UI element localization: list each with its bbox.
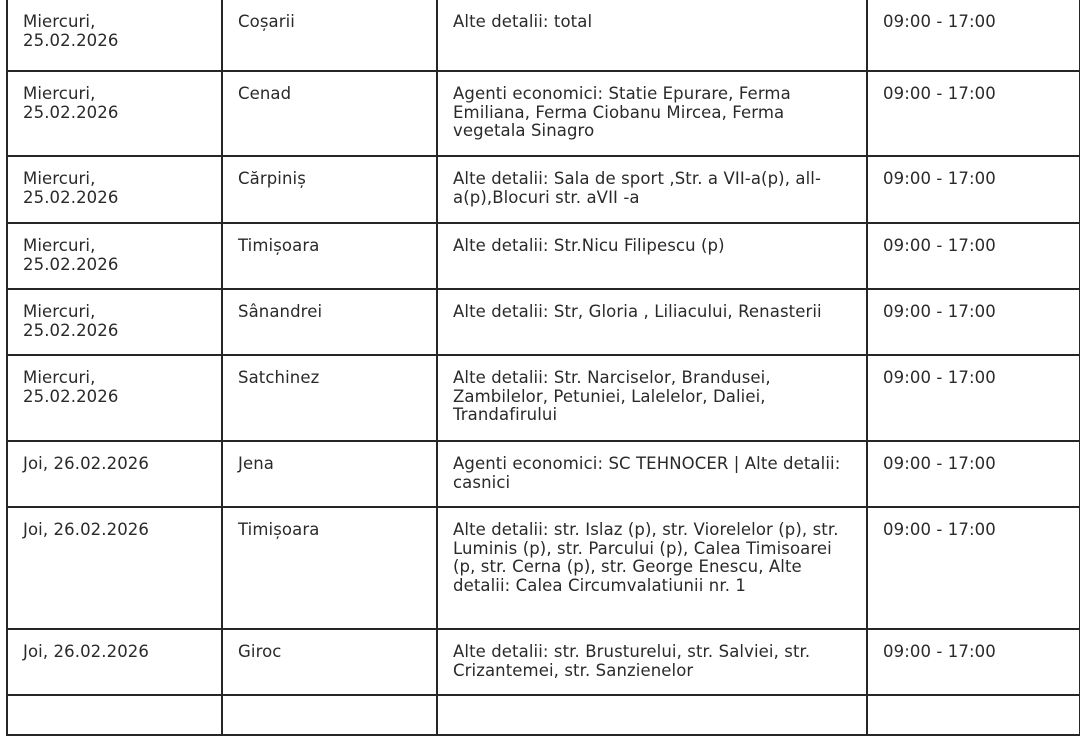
interval-cell: 09:00 - 17:00 (866, 440, 1080, 508)
interval-cell: 09:00 - 17:00 (866, 0, 1080, 72)
outage-schedule-table: Miercuri, 25.02.2026 Coșarii Alte detalii:… (6, 0, 1080, 736)
locality-cell: Jena (221, 440, 438, 508)
details-cell: Alte detalii: Sala de sport ,Str. a VII-… (436, 155, 868, 224)
locality-cell: Giroc (221, 628, 438, 696)
table-row: Joi, 26.02.2026 Timișoara Alte detalii: st… (6, 506, 1080, 630)
interval-cell: 09:00 - 17:00 (866, 155, 1080, 224)
date-cell: Joi, 26.02.2026 (6, 628, 223, 696)
locality-cell: Timișoara (221, 222, 438, 290)
table-row: Miercuri, 25.02.2026 Satchinez Alte detali… (6, 354, 1080, 442)
details-cell: Agenti economici: SC TEHNOCER | Alte det… (436, 440, 868, 508)
details-cell: Agenti economici: Statie Epurare, Ferma … (436, 70, 868, 157)
date-cell: Miercuri, 25.02.2026 (6, 0, 223, 72)
details-cell: Alte detalii: Str.Nicu Filipescu (p) (436, 222, 868, 290)
table-row: Miercuri, 25.02.2026 Coșarii Alte detalii:… (6, 0, 1080, 72)
date-cell: Joi, 26.02.2026 (6, 440, 223, 508)
date-cell: Miercuri, 25.02.2026 (6, 222, 223, 290)
interval-cell: 09:00 - 17:00 (866, 628, 1080, 696)
locality-cell: Coșarii (221, 0, 438, 72)
details-cell: Alte detalii: str. Islaz (p), str. Viore… (436, 506, 868, 630)
table-row: Miercuri, 25.02.2026 Cărpiniș Alte detalii… (6, 155, 1080, 224)
details-cell: Alte detalii: total (436, 0, 868, 72)
date-cell (6, 694, 223, 736)
date-cell: Miercuri, 25.02.2026 (6, 288, 223, 356)
interval-cell: 09:00 - 17:00 (866, 506, 1080, 630)
table-row: Miercuri, 25.02.2026 Cenad Agenti economic… (6, 70, 1080, 157)
date-cell: Joi, 26.02.2026 (6, 506, 223, 630)
interval-cell: 09:00 - 17:00 (866, 222, 1080, 290)
locality-cell: Sânandrei (221, 288, 438, 356)
locality-cell: Cenad (221, 70, 438, 157)
table-row: Joi, 26.02.2026 Giroc Alte detalii: str. B… (6, 628, 1080, 696)
locality-cell (221, 694, 438, 736)
locality-cell: Timișoara (221, 506, 438, 630)
date-cell: Miercuri, 25.02.2026 (6, 155, 223, 224)
table-row: Miercuri, 25.02.2026 Timișoara Alte detali… (6, 222, 1080, 290)
interval-cell: 09:00 - 17:00 (866, 70, 1080, 157)
date-cell: Miercuri, 25.02.2026 (6, 354, 223, 442)
details-cell: Alte detalii: str. Brusturelui, str. Sal… (436, 628, 868, 696)
interval-cell: 09:00 - 17:00 (866, 288, 1080, 356)
details-cell: Alte detalii: Str, Gloria , Liliacului, … (436, 288, 868, 356)
interval-cell (866, 694, 1080, 736)
locality-cell: Cărpiniș (221, 155, 438, 224)
date-cell: Miercuri, 25.02.2026 (6, 70, 223, 157)
table-row (6, 694, 1080, 736)
table-row: Miercuri, 25.02.2026 Sânandrei Alte detali… (6, 288, 1080, 356)
table-row: Joi, 26.02.2026 Jena Agenti economici: SC … (6, 440, 1080, 508)
details-cell (436, 694, 868, 736)
interval-cell: 09:00 - 17:00 (866, 354, 1080, 442)
locality-cell: Satchinez (221, 354, 438, 442)
details-cell: Alte detalii: Str. Narciselor, Brandusei… (436, 354, 868, 442)
